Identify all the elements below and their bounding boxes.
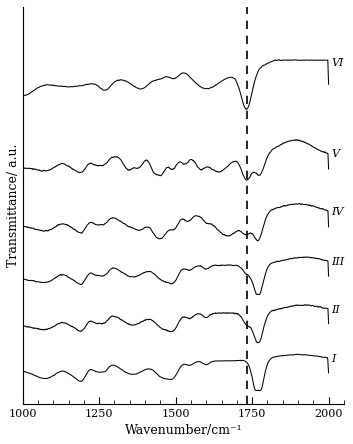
- Text: III: III: [331, 257, 344, 267]
- Text: IV: IV: [331, 206, 343, 217]
- X-axis label: Wavenumber/cm⁻¹: Wavenumber/cm⁻¹: [125, 424, 242, 437]
- Text: VI: VI: [331, 58, 343, 67]
- Text: II: II: [331, 305, 340, 314]
- Y-axis label: Transmittance/ a.u.: Transmittance/ a.u.: [7, 143, 20, 267]
- Text: V: V: [331, 149, 339, 159]
- Text: I: I: [331, 354, 335, 364]
